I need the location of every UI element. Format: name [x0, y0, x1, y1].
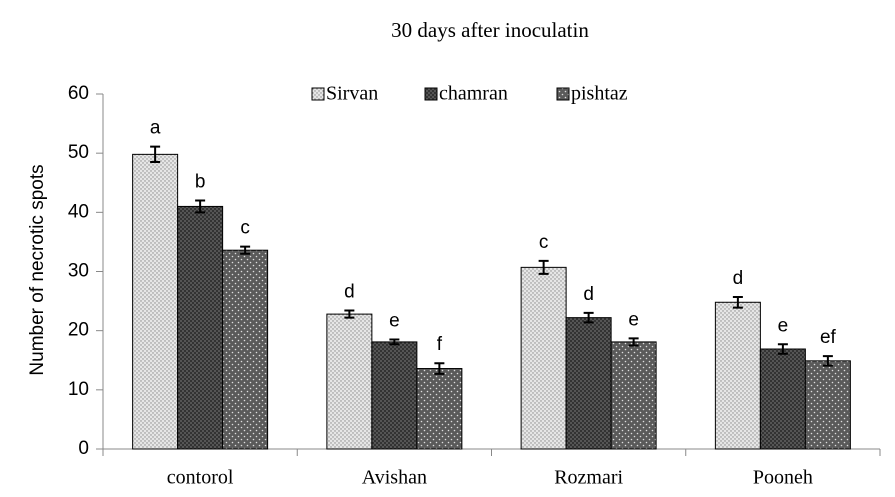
error-bar: [389, 338, 400, 346]
y-tick-label: 40: [68, 201, 89, 222]
error-bar: [538, 259, 549, 275]
legend-swatch: [311, 87, 325, 101]
significance-letter: ef: [820, 327, 837, 348]
error-bar: [628, 337, 639, 347]
significance-letter: d: [344, 282, 355, 303]
significance-letter: c: [539, 232, 549, 253]
legend-label: pishtaz: [571, 83, 628, 105]
y-tick-label: 30: [68, 261, 89, 282]
significance-letter: d: [733, 268, 744, 289]
bar: [565, 317, 612, 450]
bar: [132, 153, 179, 450]
legend-swatch: [556, 87, 570, 101]
error-bar: [583, 311, 594, 324]
y-tick-label: 10: [68, 379, 89, 400]
y-tick-label: 50: [68, 142, 89, 163]
significance-letter: a: [150, 118, 161, 139]
significance-letter: e: [628, 309, 639, 330]
significance-letter: e: [778, 315, 789, 336]
error-bar: [777, 343, 788, 355]
significance-letter: b: [195, 172, 206, 193]
legend-label: chamran: [439, 83, 508, 105]
significance-letter: f: [437, 334, 443, 355]
bar: [520, 266, 567, 450]
bar: [222, 249, 269, 450]
error-bar: [344, 309, 355, 319]
significance-letter: d: [583, 284, 594, 305]
error-bar: [822, 355, 833, 367]
y-tick-label: 60: [68, 83, 89, 104]
legend-label: Sirvan: [326, 83, 378, 105]
significance-letter: e: [389, 311, 400, 332]
bar: [610, 341, 657, 450]
legend-swatch: [424, 87, 438, 101]
error-bar: [150, 145, 161, 164]
error-bar: [240, 245, 251, 255]
y-tick-label: 0: [78, 438, 89, 459]
error-bar: [195, 199, 206, 214]
bar: [759, 348, 806, 450]
bar: [714, 301, 761, 450]
significance-letter: c: [240, 218, 250, 239]
bar: [326, 313, 373, 450]
x-tick-label: Pooneh: [753, 467, 813, 489]
x-tick-label: Rozmari: [554, 467, 623, 489]
error-bar: [434, 362, 445, 375]
bar: [416, 368, 463, 450]
bar: [804, 360, 851, 450]
error-bar: [732, 295, 743, 309]
y-tick-label: 20: [68, 320, 89, 341]
y-axis-label: Number of necrotic spots: [27, 164, 48, 375]
x-tick-label: contorol: [167, 467, 234, 489]
chart-title: 30 days after inoculatin: [391, 18, 589, 42]
bar: [371, 341, 418, 450]
bar: [177, 205, 224, 450]
x-tick-label: Avishan: [362, 467, 427, 489]
